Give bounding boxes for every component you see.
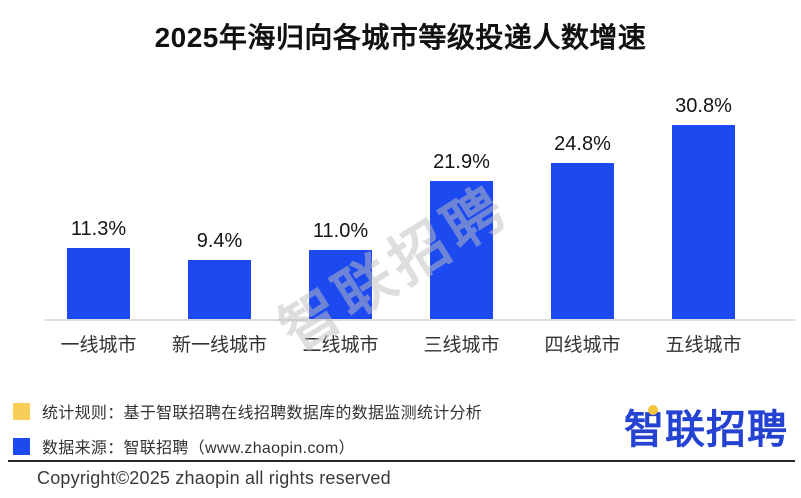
bar xyxy=(430,181,493,319)
category-label: 三线城市 xyxy=(423,335,500,356)
category-label: 五线城市 xyxy=(665,335,742,356)
bar xyxy=(67,248,130,319)
bar-slot: 11.0% xyxy=(280,90,401,319)
note-statistic-rule: 统计规则：基于智联招聘在线招聘数据库的数据监测统计分析 xyxy=(13,399,482,423)
bar xyxy=(188,260,251,319)
note-data-source: 数据来源：智联招聘（www.zhaopin.com） xyxy=(13,434,482,458)
bar xyxy=(551,163,614,319)
bar-value-label: 9.4% xyxy=(196,230,243,252)
logo-bubble-icon xyxy=(648,405,658,415)
zhaopin-logo-text: 智联招聘 xyxy=(624,408,788,452)
bar-slot: 24.8% xyxy=(522,90,643,319)
zhaopin-logo: 智联招聘 xyxy=(624,405,788,452)
chart-title: 2025年海归向各城市等级投递人数增速 xyxy=(154,22,647,53)
note-text: 数据来源：智联招聘（www.zhaopin.com） xyxy=(42,440,355,457)
category-label: 二线城市 xyxy=(302,335,379,356)
bar xyxy=(672,125,735,319)
bar xyxy=(309,250,372,319)
bar-value-label: 11.0% xyxy=(312,220,369,242)
bar-value-label: 21.9% xyxy=(433,151,490,173)
footer-divider xyxy=(8,460,795,462)
note-text: 统计规则：基于智联招聘在线招聘数据库的数据监测统计分析 xyxy=(42,405,483,422)
bar-slot: 11.3% xyxy=(38,90,159,319)
yellow-swatch-icon xyxy=(13,402,30,420)
category-label: 一线城市 xyxy=(60,335,137,356)
bar-value-label: 24.8% xyxy=(554,133,611,155)
categories-row: 一线城市 新一线城市 二线城市 三线城市 四线城市 五线城市 xyxy=(38,330,795,357)
blue-swatch-icon xyxy=(13,437,30,455)
footnotes: 统计规则：基于智联招聘在线招聘数据库的数据监测统计分析 数据来源：智联招聘（ww… xyxy=(13,399,482,469)
bar-slot: 21.9% xyxy=(401,90,522,319)
bars-row: 11.3% 9.4% 11.0% 21.9% 24.8% 30.8% xyxy=(38,90,795,319)
category-label: 新一线城市 xyxy=(171,335,267,356)
category-label: 四线城市 xyxy=(544,335,621,356)
bar-value-label: 30.8% xyxy=(675,95,732,117)
bar-slot: 9.4% xyxy=(159,90,280,319)
bar-value-label: 11.3% xyxy=(70,218,127,240)
bar-slot: 30.8% xyxy=(643,90,764,319)
x-axis-line xyxy=(45,319,795,321)
copyright-text: Copyright©2025 zhaopin all rights reserv… xyxy=(37,468,391,488)
